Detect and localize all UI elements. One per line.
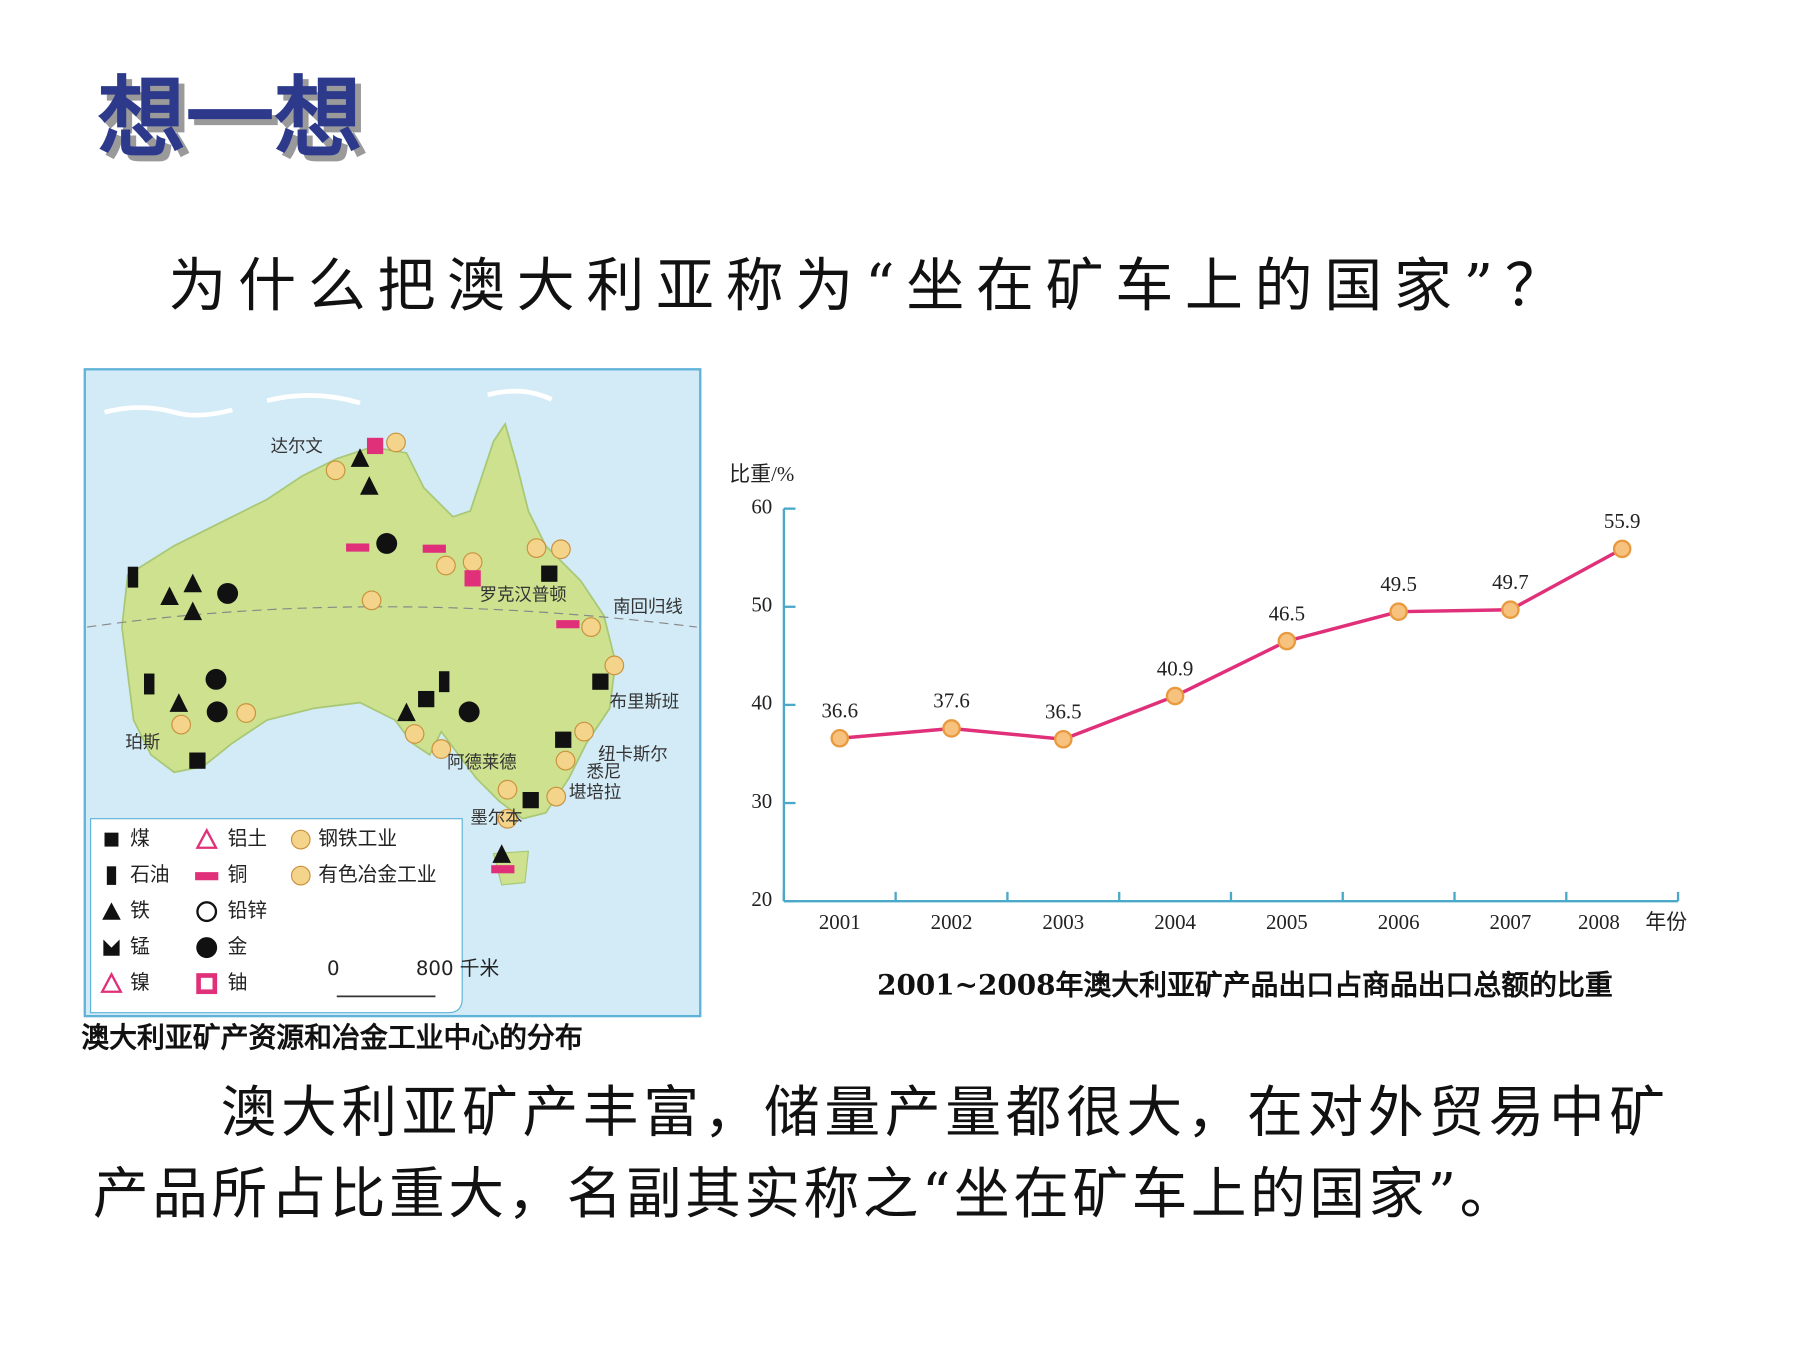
data-point bbox=[1165, 686, 1185, 706]
mineral-symbols bbox=[127, 448, 609, 863]
x-tick-label: 2005 bbox=[1266, 910, 1308, 934]
legend-label: 铝土 bbox=[228, 827, 267, 850]
legend-label: 铀 bbox=[228, 971, 248, 994]
y-axis-label: 比重/% bbox=[729, 462, 794, 486]
data-point bbox=[1389, 602, 1408, 621]
y-tick-label: 20 bbox=[751, 887, 772, 911]
x-tick-label: 2001 bbox=[819, 910, 861, 934]
question: 为什么把澳大利亚称为“坐在矿车上的国家”？ bbox=[168, 251, 1574, 319]
legend-icon bbox=[100, 971, 123, 993]
x-tick-label: 2003 bbox=[1042, 910, 1084, 934]
legend-label: 铅锌 bbox=[228, 899, 267, 922]
legend-icon bbox=[196, 973, 218, 995]
place-label: 布里斯班 bbox=[610, 693, 680, 713]
legend-label: 石油 bbox=[130, 863, 169, 886]
copper-symbols bbox=[346, 543, 580, 874]
place-label: 悉尼 bbox=[586, 762, 621, 782]
value-label: 49.7 bbox=[1492, 570, 1529, 594]
legend-label: 镍 bbox=[130, 971, 150, 994]
body-line: 产品所占比重大，名副其实称之“坐在矿车上的国家”。 bbox=[93, 1162, 1519, 1227]
value-label: 40.9 bbox=[1157, 656, 1194, 680]
islands bbox=[103, 388, 553, 418]
x-tick-label: 2008 bbox=[1578, 910, 1620, 934]
value-label: 46.5 bbox=[1269, 601, 1306, 625]
legend-icon bbox=[290, 829, 311, 850]
y-tick-label: 60 bbox=[751, 494, 772, 518]
map-caption: 澳大利亚矿产资源和冶金工业中心的分布 bbox=[81, 1021, 582, 1054]
place-label: 南回归线 bbox=[613, 597, 683, 617]
legend-icon bbox=[196, 937, 218, 959]
legend-icon bbox=[195, 872, 219, 881]
legend-label: 有色冶金工业 bbox=[318, 863, 436, 886]
x-tick-label: 2007 bbox=[1490, 910, 1532, 934]
legend-label: 钢铁工业 bbox=[318, 827, 397, 850]
data-point bbox=[1501, 600, 1520, 620]
y-tick-label: 40 bbox=[751, 691, 772, 715]
x-tick-label: 2004 bbox=[1154, 910, 1196, 934]
title: 想一想 bbox=[98, 67, 363, 170]
legend-icon bbox=[290, 865, 311, 886]
x-axis-label: 年份 bbox=[1645, 910, 1687, 934]
industry-symbols bbox=[171, 432, 625, 829]
y-tick-label: 30 bbox=[751, 789, 772, 813]
value-label: 37.6 bbox=[933, 689, 970, 713]
data-point bbox=[1277, 631, 1297, 651]
legend-icon bbox=[195, 827, 218, 849]
value-label: 55.9 bbox=[1604, 509, 1641, 533]
place-label: 阿德莱德 bbox=[447, 753, 517, 773]
data-point bbox=[830, 728, 850, 748]
scale-label: 0 bbox=[327, 957, 340, 980]
data-point bbox=[942, 719, 961, 738]
place-label: 珀斯 bbox=[125, 733, 160, 753]
data-point bbox=[1054, 729, 1073, 749]
legend-label: 铜 bbox=[228, 863, 248, 886]
data-point bbox=[1612, 539, 1632, 559]
value-label: 49.5 bbox=[1380, 572, 1417, 596]
legend-label: 金 bbox=[228, 935, 248, 958]
value-label: 36.5 bbox=[1045, 699, 1082, 723]
place-label: 罗克汉普顿 bbox=[480, 586, 567, 606]
chart-title: 2001~2008年澳大利亚矿产品出口占商品出口总额的比重 bbox=[877, 969, 1613, 1002]
place-label: 达尔文 bbox=[271, 437, 323, 457]
place-label: 纽卡斯尔 bbox=[598, 745, 668, 765]
data-line bbox=[839, 547, 1624, 742]
x-tick-label: 2002 bbox=[931, 910, 973, 934]
place-label: 堪培拉 bbox=[569, 783, 621, 803]
legend-icon bbox=[102, 902, 121, 920]
value-label: 36.6 bbox=[821, 699, 858, 723]
y-tick-label: 50 bbox=[751, 593, 772, 617]
x-tick-label: 2006 bbox=[1378, 910, 1420, 934]
legend-icon bbox=[106, 866, 117, 885]
legend-box bbox=[90, 818, 463, 1014]
legend-label: 铁 bbox=[130, 899, 150, 922]
body-line: 澳大利亚矿产丰富，储量产量都很大，在对外贸易中矿 bbox=[221, 1081, 1670, 1146]
legend-icon bbox=[104, 832, 119, 847]
legend-label: 锰 bbox=[130, 935, 150, 958]
tropic-line bbox=[87, 606, 697, 628]
title-shadow: 想一想 bbox=[103, 72, 368, 175]
place-label: 墨尔本 bbox=[470, 809, 522, 829]
legend-label: 煤 bbox=[130, 827, 150, 850]
scale-label: 800 千米 bbox=[416, 957, 500, 980]
legend-icon bbox=[196, 901, 218, 923]
legend-icon bbox=[103, 939, 120, 956]
chart: 比重/% 2001~2008年澳大利亚矿产品出口占商品出口总额的比重 20 30 4… bbox=[729, 462, 1687, 1002]
